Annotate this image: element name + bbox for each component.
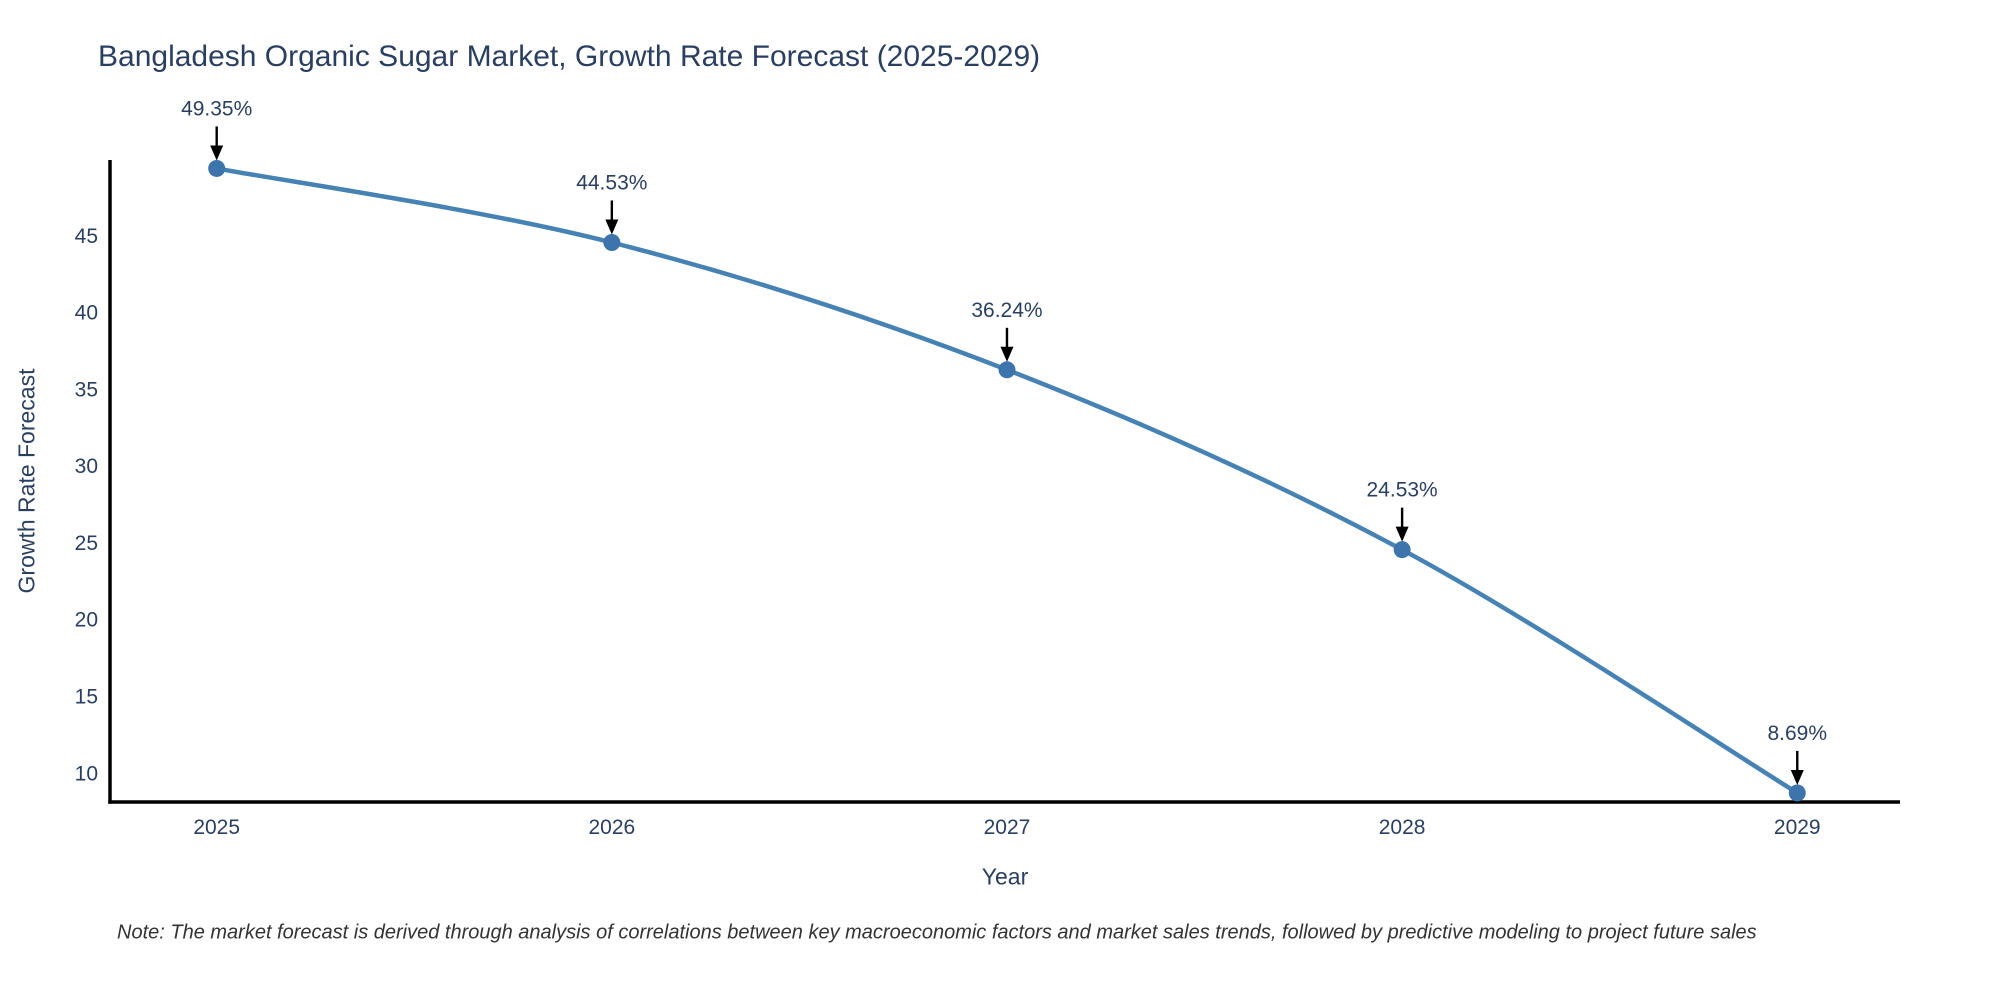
data-point-2025 (208, 159, 226, 177)
y-tick-label: 20 (75, 609, 98, 632)
y-tick-label: 40 (75, 302, 98, 325)
x-tick-label: 2026 (588, 816, 635, 839)
y-tick-label: 15 (75, 686, 98, 709)
point-value-label: 36.24% (971, 299, 1042, 322)
annotation-arrowhead-icon (210, 145, 224, 161)
y-axis-title: Growth Rate Forecast (13, 368, 40, 594)
x-tick-label: 2029 (1774, 816, 1821, 839)
annotation-arrowhead-icon (605, 219, 619, 235)
annotation-arrowhead-icon (1000, 346, 1014, 362)
x-tick-label: 2028 (1379, 816, 1426, 839)
point-value-label: 8.69% (1767, 722, 1827, 745)
point-value-label: 24.53% (1367, 479, 1438, 502)
data-point-2027 (998, 361, 1016, 379)
annotation-arrowhead-icon (1395, 526, 1409, 542)
x-tick-label: 2025 (193, 816, 240, 839)
x-tick-label: 2027 (984, 816, 1031, 839)
series-line (214, 166, 1800, 796)
data-point-2028 (1393, 541, 1411, 559)
y-tick-label: 30 (75, 455, 98, 478)
data-point-2026 (603, 233, 621, 251)
footnote: Note: The market forecast is derived thr… (117, 921, 1757, 944)
y-tick-label: 45 (75, 225, 98, 248)
data-point-2029 (1788, 784, 1806, 802)
point-value-label: 44.53% (576, 171, 647, 194)
y-tick-label: 35 (75, 378, 98, 401)
x-axis-title: Year (981, 863, 1029, 890)
y-tick-label: 10 (75, 762, 98, 785)
annotation-arrowhead-icon (1790, 769, 1804, 785)
y-tick-label: 25 (75, 532, 98, 555)
point-value-label: 49.35% (181, 97, 252, 120)
chart-title: Bangladesh Organic Sugar Market, Growth … (98, 40, 1041, 73)
